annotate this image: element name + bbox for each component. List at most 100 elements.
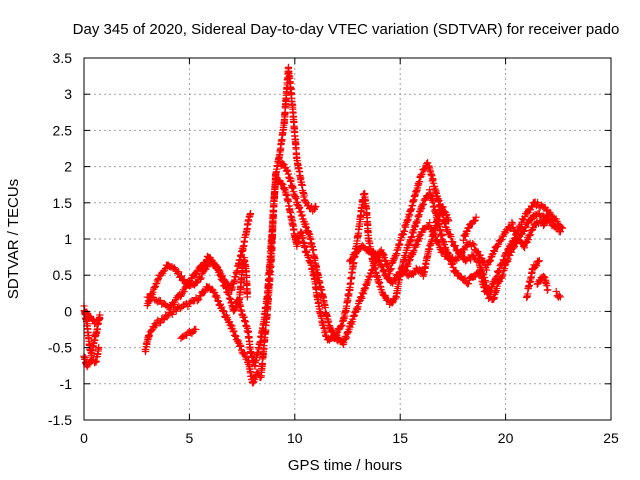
data-point bbox=[156, 319, 165, 327]
y-tick-label: 2 bbox=[64, 159, 72, 175]
data-point bbox=[222, 284, 230, 292]
data-point bbox=[332, 331, 340, 340]
data-point bbox=[192, 271, 201, 279]
data-point bbox=[213, 263, 221, 271]
data-point bbox=[524, 236, 532, 244]
data-point bbox=[222, 283, 230, 291]
data-point bbox=[225, 318, 234, 326]
data-point bbox=[216, 300, 224, 308]
data-point bbox=[351, 252, 359, 260]
data-point bbox=[219, 277, 227, 285]
data-point bbox=[461, 231, 469, 239]
data-point bbox=[147, 327, 155, 335]
data-point bbox=[232, 332, 240, 340]
data-point bbox=[403, 261, 411, 269]
data-point bbox=[535, 257, 543, 265]
data-point bbox=[461, 275, 469, 283]
x-tick-label: 5 bbox=[186, 430, 194, 446]
data-point bbox=[512, 230, 520, 238]
data-point bbox=[89, 315, 98, 324]
x-tick-label: 0 bbox=[80, 430, 88, 446]
data-point bbox=[376, 257, 384, 266]
data-point bbox=[520, 244, 529, 252]
data-point bbox=[467, 256, 475, 264]
data-point bbox=[379, 267, 387, 275]
data-point bbox=[528, 203, 537, 211]
x-tick-label: 25 bbox=[603, 430, 619, 446]
data-point bbox=[96, 315, 104, 323]
data-point bbox=[220, 308, 228, 316]
x-tick-label: 20 bbox=[498, 430, 514, 446]
data-point bbox=[472, 213, 480, 221]
data-point bbox=[381, 291, 389, 299]
data-point bbox=[272, 172, 280, 180]
x-tick-label: 10 bbox=[287, 430, 303, 446]
data-point bbox=[552, 287, 560, 296]
data-point bbox=[533, 262, 541, 270]
data-point bbox=[295, 237, 303, 245]
y-tick-label: 0.5 bbox=[53, 267, 73, 283]
data-point bbox=[186, 279, 194, 287]
data-point bbox=[145, 331, 153, 339]
data-point bbox=[216, 272, 225, 280]
data-point bbox=[284, 167, 292, 175]
data-point bbox=[415, 235, 424, 243]
data-point bbox=[506, 224, 514, 233]
data-point bbox=[197, 292, 205, 300]
data-point bbox=[218, 276, 227, 284]
data-point bbox=[180, 288, 188, 296]
data-point bbox=[444, 215, 452, 224]
data-point bbox=[225, 290, 233, 298]
data-point bbox=[418, 228, 426, 237]
data-point bbox=[337, 322, 345, 330]
data-point bbox=[493, 282, 501, 290]
data-point bbox=[231, 331, 239, 340]
data-point bbox=[449, 263, 457, 271]
data-point bbox=[375, 257, 383, 265]
data-point bbox=[218, 303, 226, 311]
y-tick-label: -1 bbox=[60, 376, 73, 392]
data-series bbox=[80, 63, 567, 387]
data-point bbox=[444, 226, 452, 234]
data-point bbox=[445, 217, 453, 225]
data-point bbox=[451, 242, 459, 250]
data-point bbox=[214, 296, 222, 305]
data-point bbox=[418, 170, 426, 178]
y-tick-label: 2.5 bbox=[53, 122, 73, 138]
data-point bbox=[413, 240, 421, 249]
data-point bbox=[227, 321, 235, 329]
data-point bbox=[95, 344, 103, 352]
data-point bbox=[197, 274, 205, 282]
data-point bbox=[534, 258, 543, 266]
data-point bbox=[464, 279, 473, 288]
y-axis-label: SDTVAR / TECUs bbox=[5, 179, 22, 299]
series-points bbox=[80, 63, 567, 387]
data-point bbox=[193, 297, 201, 305]
data-point bbox=[556, 293, 565, 301]
data-point bbox=[172, 307, 180, 315]
data-point bbox=[406, 255, 414, 264]
data-point bbox=[544, 286, 552, 294]
data-point bbox=[283, 166, 291, 174]
data-point bbox=[521, 224, 529, 232]
data-point bbox=[532, 261, 540, 269]
data-point bbox=[447, 233, 455, 241]
data-point bbox=[499, 271, 507, 279]
data-point bbox=[154, 275, 162, 284]
data-point bbox=[442, 250, 450, 258]
data-point bbox=[229, 328, 237, 336]
data-point bbox=[555, 292, 563, 300]
data-point bbox=[312, 202, 320, 211]
y-tick-label: -1.5 bbox=[48, 412, 72, 428]
data-point bbox=[469, 239, 477, 248]
y-tick-label: 0 bbox=[64, 303, 72, 319]
data-point bbox=[175, 268, 183, 276]
data-point bbox=[507, 248, 515, 256]
data-point bbox=[542, 217, 550, 225]
data-point bbox=[394, 273, 402, 281]
chart-title: Day 345 of 2020, Sidereal Day-to-day VTE… bbox=[73, 21, 620, 38]
data-point bbox=[185, 299, 193, 307]
data-point bbox=[459, 236, 468, 244]
data-point bbox=[419, 200, 427, 208]
data-point bbox=[391, 276, 399, 284]
